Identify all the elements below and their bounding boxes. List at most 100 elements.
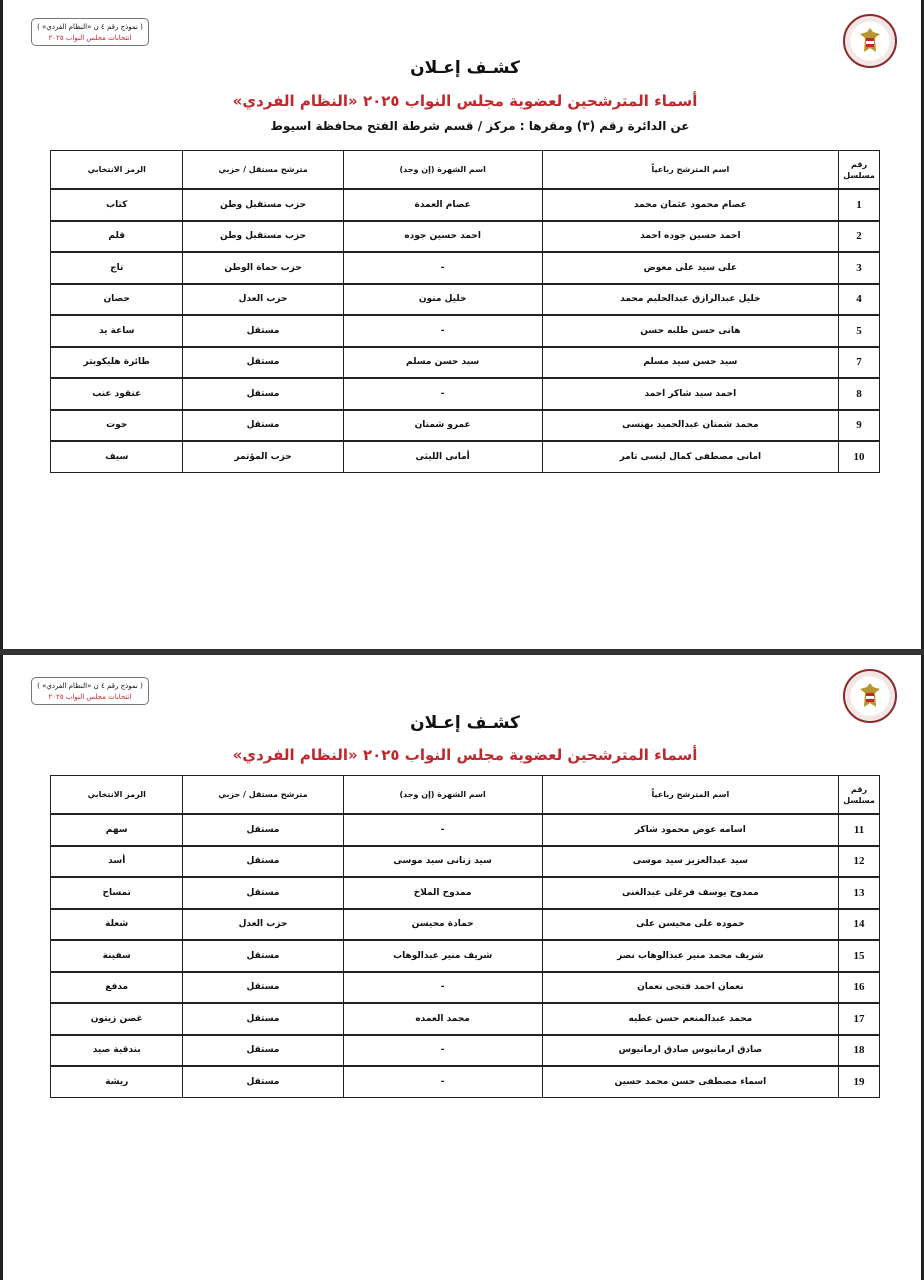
form-label-line1: ( نموذج رقم ٤ ن «النظام الفردي» ) (37, 682, 143, 690)
cell-symbol: شعلة (49, 907, 184, 941)
candidates-table-1: رقم مسلسل اسم المترشح رباعياً اسم الشهرة (… (49, 150, 880, 473)
form-label-line2: انتخابات مجلس النواب ٢٠٢٥ (48, 693, 132, 701)
cell-nickname: - (342, 377, 543, 410)
cell-serial: 13 (838, 876, 880, 909)
table-row: 3 على سيد على معوض - حزب حماة الوطن تاج (49, 251, 880, 284)
cell-affiliation: حزب مستقبل وطن (182, 188, 344, 221)
election-authority-logo (843, 14, 897, 68)
table-row: 12 سيد عبدالعزيز سيد موسى سيد زنانى سيد مو… (49, 844, 880, 878)
cell-nickname: - (342, 1065, 543, 1098)
cell-nickname: - (342, 813, 543, 846)
cell-symbol: طائرة هليكوبتر (49, 345, 184, 379)
district-info: عن الدائرة رقم (٣) ومقرها : مركز / قسم ش… (270, 119, 690, 133)
cell-symbol: حصان (49, 282, 184, 316)
column-header-serial: رقم مسلسل (838, 775, 880, 815)
cell-symbol: أسد (49, 844, 184, 878)
table-row: 9 محمد شمتان عبدالحميد بهنسى عمرو شمتان مست… (49, 408, 880, 442)
table-row: 1 عصام محمود عثمان محمد عصام العمدة حزب مست… (49, 188, 880, 221)
cell-nickname: - (342, 970, 543, 1004)
eagle-emblem-icon (860, 683, 880, 707)
column-header-symbol: الرمز الانتخابي (49, 150, 184, 190)
cell-symbol: تمساح (49, 876, 184, 909)
document-page-1: ( نموذج رقم ٤ ن «النظام الفردي» ) انتخاب… (0, 0, 924, 649)
cell-affiliation: حزب حماة الوطن (182, 251, 344, 284)
cell-nickname: سيد زنانى سيد موسى (342, 844, 543, 878)
cell-affiliation: مستقل (182, 314, 344, 347)
column-header-symbol: الرمز الانتخابي (49, 775, 184, 815)
cell-nickname: - (342, 1033, 543, 1067)
cell-serial: 1 (838, 188, 880, 221)
cell-nickname: حمادة محيسن (342, 907, 543, 941)
cell-serial: 14 (838, 907, 880, 941)
cell-affiliation: حزب مستقبل وطن (182, 219, 344, 253)
cell-symbol: كتاب (49, 188, 184, 221)
cell-nickname: - (342, 314, 543, 347)
table-row: 15 شريف محمد منير عبدالوهاب نصر شريف منير … (49, 939, 880, 972)
cell-symbol: تاج (49, 251, 184, 284)
cell-full-name: اسامه عوض محمود شاكر (541, 813, 840, 846)
cell-symbol: سيف (49, 440, 184, 473)
cell-symbol: مدفع (49, 970, 184, 1004)
document-page-2: ( نموذج رقم ٤ ن «النظام الفردي» ) انتخاب… (0, 655, 924, 1280)
cell-affiliation: حزب المؤتمر (182, 440, 344, 473)
cell-full-name: هانى حسن طلبه حسن (541, 314, 840, 347)
cell-full-name: نعمان احمد فتحى نعمان (541, 970, 840, 1004)
cell-symbol: عنقود عنب (49, 377, 184, 410)
cell-symbol: ريشة (49, 1065, 184, 1098)
column-header-affiliation: مترشح مستقل / حزبي (182, 775, 344, 815)
cell-affiliation: مستقل (182, 1002, 344, 1035)
page-subtitle: أسماء المترشحين لعضوية مجلس النواب ٢٠٢٥ … (232, 746, 698, 764)
cell-full-name: اسماء مصطفى حسن محمد حسين (541, 1065, 840, 1098)
cell-nickname: عصام العمدة (342, 188, 543, 221)
cell-affiliation: مستقل (182, 1033, 344, 1067)
table-row: 16 نعمان احمد فتحى نعمان - مستقل مدفع (49, 970, 880, 1004)
cell-full-name: سيد حسن سيد مسلم (541, 345, 840, 379)
cell-full-name: حموده على محيسن على (541, 907, 840, 941)
table-row: 17 محمد عبدالمنعم حسن عطيه محمد العمده مستق… (49, 1002, 880, 1035)
page-title: كشـف إعـلان (410, 58, 520, 78)
table-row: 18 صادق ارمانيوس صادق ارمانيوس - مستقل بندقي… (49, 1033, 880, 1067)
cell-serial: 10 (838, 440, 880, 473)
cell-full-name: خليل عبدالرازق عبدالحليم محمد (541, 282, 840, 316)
cell-full-name: على سيد على معوض (541, 251, 840, 284)
cell-affiliation: مستقل (182, 408, 344, 442)
cell-full-name: محمد عبدالمنعم حسن عطيه (541, 1002, 840, 1035)
cell-symbol: غصن زيتون (49, 1002, 184, 1035)
cell-serial: 16 (838, 970, 880, 1004)
cell-affiliation: مستقل (182, 939, 344, 972)
column-header-nickname: اسم الشهرة (إن وجد) (342, 150, 543, 190)
cell-nickname: عمرو شمتان (342, 408, 543, 442)
cell-full-name: ممدوح يوسف فرغلى عبدالغنى (541, 876, 840, 909)
cell-nickname: سيد حسن مسلم (342, 345, 543, 379)
cell-affiliation: مستقل (182, 876, 344, 909)
cell-serial: 19 (838, 1065, 880, 1098)
cell-affiliation: مستقل (182, 1065, 344, 1098)
table-row: 2 احمد حسين جوده احمد احمد حسين جوده حزب مس… (49, 219, 880, 253)
cell-affiliation: حزب العدل (182, 282, 344, 316)
cell-symbol: قلم (49, 219, 184, 253)
table-row: 14 حموده على محيسن على حمادة محيسن حزب العد… (49, 907, 880, 941)
cell-full-name: سيد عبدالعزيز سيد موسى (541, 844, 840, 878)
cell-serial: 12 (838, 844, 880, 878)
cell-serial: 2 (838, 219, 880, 253)
table-row: 19 اسماء مصطفى حسن محمد حسين - مستقل ريشة (49, 1065, 880, 1098)
column-header-full-name: اسم المترشح رباعياً (541, 775, 840, 815)
form-label-line1: ( نموذج رقم ٤ ن «النظام الفردي» ) (37, 23, 143, 31)
cell-symbol: سفينة (49, 939, 184, 972)
page-subtitle: أسماء المترشحين لعضوية مجلس النواب ٢٠٢٥ … (232, 92, 698, 110)
cell-nickname: ممدوح الملاخ (342, 876, 543, 909)
cell-serial: 8 (838, 377, 880, 410)
form-label-box: ( نموذج رقم ٤ ن «النظام الفردي» ) انتخاب… (31, 18, 149, 46)
cell-full-name: احمد حسين جوده احمد (541, 219, 840, 253)
cell-serial: 7 (838, 345, 880, 379)
cell-symbol: حوت (49, 408, 184, 442)
cell-full-name: شريف محمد منير عبدالوهاب نصر (541, 939, 840, 972)
form-label-box: ( نموذج رقم ٤ ن «النظام الفردي» ) انتخاب… (31, 677, 149, 705)
cell-nickname: خليل منون (342, 282, 543, 316)
column-header-nickname: اسم الشهرة (إن وجد) (342, 775, 543, 815)
cell-affiliation: مستقل (182, 377, 344, 410)
cell-serial: 11 (838, 813, 880, 846)
election-authority-logo (843, 669, 897, 723)
cell-serial: 9 (838, 408, 880, 442)
cell-serial: 18 (838, 1033, 880, 1067)
